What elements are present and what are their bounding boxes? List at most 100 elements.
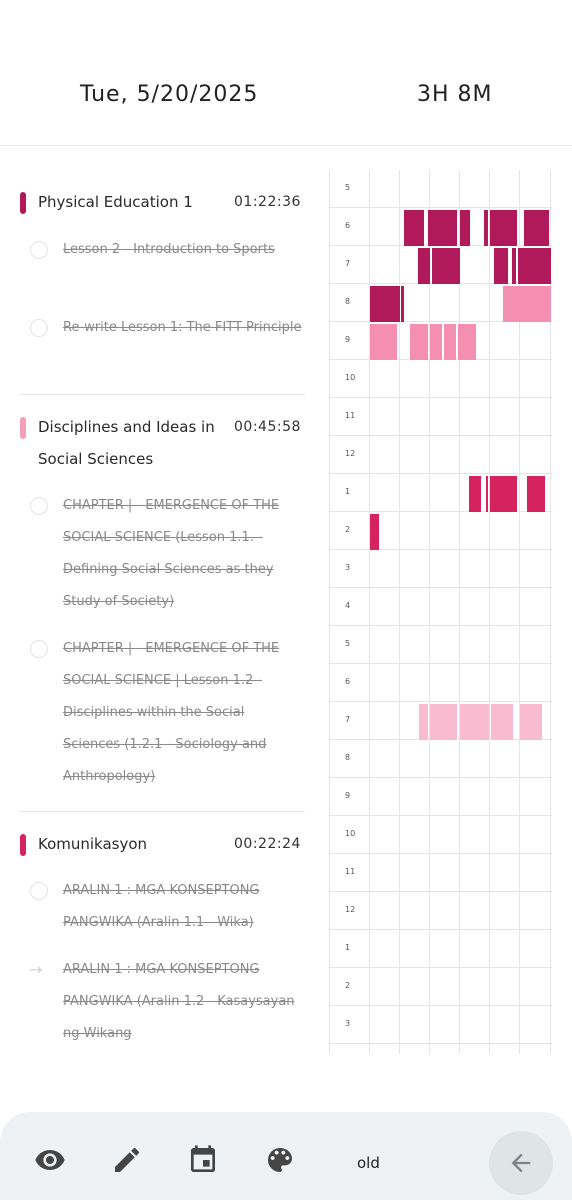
timeline-row: 6 (330, 664, 552, 702)
task-text: CHAPTER | - EMERGENCE OF THE SOCIAL SCIE… (63, 641, 280, 784)
timeline-row: 8 (330, 740, 552, 778)
study-session-block[interactable] (430, 324, 442, 360)
hour-label: 10 (345, 829, 356, 838)
subject-title: Disciplines and Ideas in Social Sciences (38, 418, 215, 468)
timeline-row: 2 (330, 512, 552, 550)
subject-color-bar (20, 417, 26, 439)
timeline-row: 3 (330, 550, 552, 588)
hour-label: 12 (345, 449, 356, 458)
hour-label: 8 (345, 753, 351, 762)
task-text: ARALIN 1 : MGA KONSEPTONG PANGWIKA (Aral… (63, 883, 260, 930)
total-time: 3H 8M (417, 82, 493, 107)
study-session-block[interactable] (520, 704, 542, 740)
grid-column-line (459, 170, 460, 1054)
hour-label: 11 (345, 411, 356, 420)
study-session-block[interactable] (490, 476, 517, 512)
hour-label: 6 (345, 221, 351, 230)
hour-label: 1 (345, 487, 351, 496)
grid-column-line (550, 170, 551, 1054)
study-session-block[interactable] (444, 324, 456, 360)
study-session-block[interactable] (404, 210, 424, 246)
hour-label: 8 (345, 297, 351, 306)
hour-label: 2 (345, 525, 351, 534)
timeline-row: 11 (330, 398, 552, 436)
hour-label: 7 (345, 715, 351, 724)
subject-time: 00:45:58 (234, 419, 301, 435)
study-session-block[interactable] (490, 210, 517, 246)
timeline-row: 10 (330, 816, 552, 854)
pencil-icon[interactable] (109, 1142, 145, 1178)
study-session-block[interactable] (370, 286, 400, 322)
divider (20, 811, 305, 812)
task-text: ARALIN 1 : MGA KONSEPTONG PANGWIKA (Aral… (63, 962, 295, 1041)
study-session-block[interactable] (432, 248, 460, 284)
hour-label: 6 (345, 677, 351, 686)
palette-icon[interactable] (262, 1142, 298, 1178)
task-text: Lesson 2 - Introduction to Sports (63, 242, 275, 257)
timeline-row: 12 (330, 436, 552, 474)
timeline-row: 9 (330, 778, 552, 816)
subject-time: 00:22:24 (234, 836, 301, 852)
hour-label: 5 (345, 639, 351, 648)
study-session-block[interactable] (494, 248, 508, 284)
subject-list: Physical Education 1 01:22:36 Lesson 2 -… (0, 146, 320, 1054)
bottom-nav-bar: old (0, 1112, 572, 1200)
grid-column-line (429, 170, 430, 1054)
checkbox-circle-icon[interactable] (30, 497, 48, 515)
study-session-block[interactable] (491, 704, 513, 740)
study-session-block[interactable] (430, 210, 457, 246)
timeline-row: 4 (330, 588, 552, 626)
timeline-row: 5 (330, 626, 552, 664)
study-session-block[interactable] (524, 210, 549, 246)
study-session-block[interactable] (419, 704, 428, 740)
hour-label: 7 (345, 259, 351, 268)
back-button[interactable] (489, 1131, 553, 1195)
timeline-row: 10 (330, 360, 552, 398)
task-text: CHAPTER | - EMERGENCE OF THE SOCIAL SCIE… (63, 498, 280, 609)
study-session-block[interactable] (458, 324, 476, 360)
timeline-grid: 5 6 7 8 9 10 11 12 1 2 3 4 5 6 7 8 9 10 11 12 1 2 3 (329, 170, 552, 1054)
study-session-block[interactable] (460, 704, 489, 740)
study-session-block[interactable] (410, 324, 428, 360)
hour-label: 11 (345, 867, 356, 876)
study-session-block[interactable] (401, 286, 404, 322)
study-session-block[interactable] (370, 324, 397, 360)
subject-color-bar (20, 834, 26, 856)
old-button[interactable]: old (357, 1154, 380, 1172)
checkbox-circle-icon[interactable] (30, 882, 48, 900)
hour-label: 3 (345, 1019, 351, 1028)
hour-label: 9 (345, 791, 351, 800)
hour-label: 5 (345, 183, 351, 192)
study-session-block[interactable] (486, 476, 488, 512)
hour-label: 1 (345, 943, 351, 952)
study-session-block[interactable] (370, 514, 379, 550)
grid-column-line (489, 170, 490, 1054)
checkbox-circle-icon[interactable] (30, 319, 48, 337)
checkbox-circle-icon[interactable] (30, 640, 48, 658)
study-session-block[interactable] (418, 248, 430, 284)
calendar-icon[interactable] (185, 1142, 221, 1178)
timeline-row: 5 (330, 170, 552, 208)
study-session-block[interactable] (512, 248, 516, 284)
grid-column-line (369, 170, 370, 1054)
study-session-block[interactable] (503, 286, 551, 322)
eye-icon[interactable] (32, 1142, 68, 1178)
date-label[interactable]: Tue, 5/20/2025 (80, 82, 259, 107)
timeline-row: 11 (330, 854, 552, 892)
timeline-row: 12 (330, 892, 552, 930)
subject-color-bar (20, 192, 26, 214)
task-text: Re-write Lesson 1: The FITT Principle (63, 320, 302, 335)
header: Tue, 5/20/2025 3H 8M (0, 0, 572, 146)
study-session-block[interactable] (518, 248, 551, 284)
subject-title: Komunikasyon (38, 835, 148, 853)
checkbox-circle-icon[interactable] (30, 241, 48, 259)
study-session-block[interactable] (484, 210, 488, 246)
hour-label: 12 (345, 905, 356, 914)
hour-label: 10 (345, 373, 356, 382)
study-session-block[interactable] (430, 704, 457, 740)
study-session-block[interactable] (527, 476, 545, 512)
study-session-block[interactable] (469, 476, 481, 512)
grid-column-line (519, 170, 520, 1054)
study-session-block[interactable] (460, 210, 470, 246)
subject-title: Physical Education 1 (38, 193, 193, 211)
